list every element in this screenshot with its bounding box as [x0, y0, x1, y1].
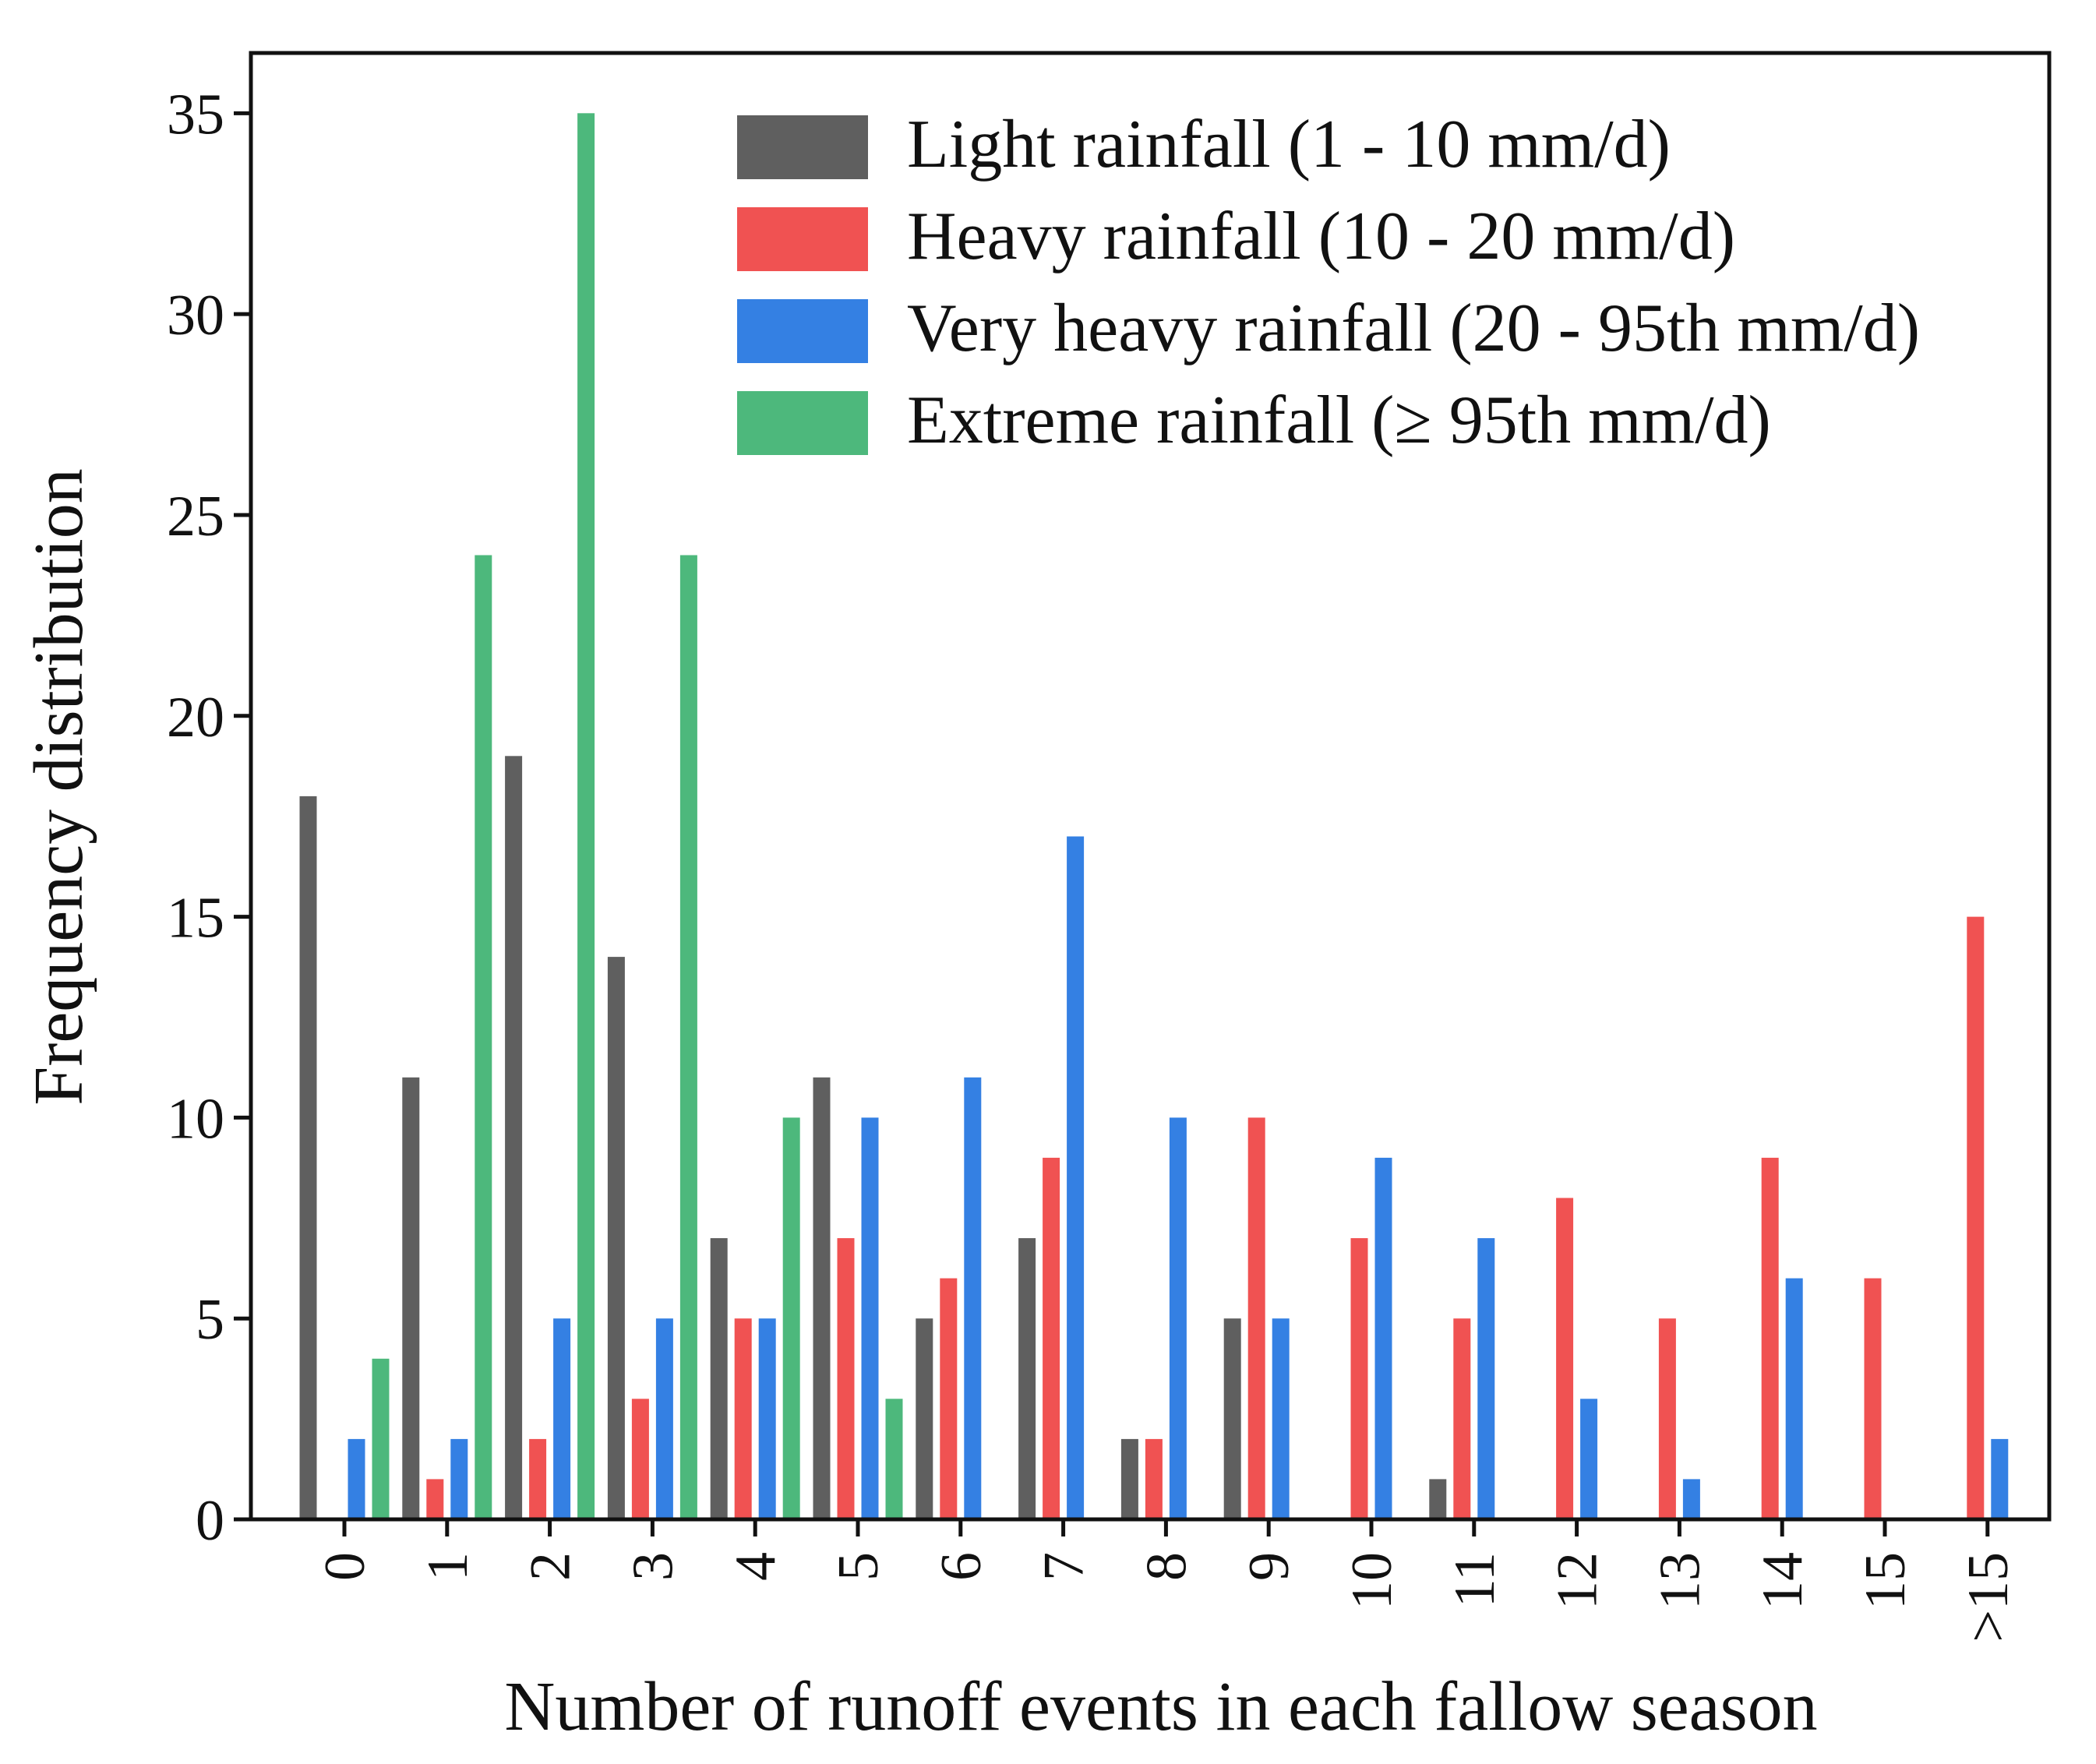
x-tick-label: 5: [827, 1552, 891, 1581]
bar-series-2-cat-8: [1169, 1117, 1187, 1519]
bar-series-2-cat-12: [1580, 1399, 1598, 1519]
legend-label: Heavy rainfall (10 - 20 mm/d): [907, 199, 1735, 274]
bar-series-0-cat-2: [505, 756, 523, 1519]
bar-series-1-cat-10: [1350, 1238, 1368, 1519]
bar-series-1-cat-16: [1967, 916, 1985, 1519]
y-tick-label: 30: [167, 284, 224, 348]
bar-series-1-cat-1: [426, 1479, 444, 1519]
x-tick-label: 1: [416, 1552, 480, 1581]
y-tick-label: 0: [196, 1489, 224, 1553]
bar-series-1-cat-15: [1864, 1278, 1882, 1519]
bar-series-2-cat-4: [758, 1318, 776, 1519]
legend-swatch: [737, 391, 868, 455]
bar-series-1-cat-4: [734, 1318, 752, 1519]
x-tick-label: 7: [1032, 1552, 1096, 1581]
bar-series-1-cat-12: [1556, 1198, 1574, 1519]
bar-series-2-cat-0: [348, 1438, 365, 1519]
x-tick-label: 0: [313, 1552, 377, 1581]
x-tick-label: >15: [1957, 1552, 2020, 1642]
plot-frame: [249, 51, 2052, 1522]
x-tick-label: 10: [1340, 1552, 1404, 1610]
y-tick-label: 25: [167, 485, 224, 549]
bar-series-2-cat-16: [1991, 1438, 2009, 1519]
y-tick-label: 5: [196, 1288, 224, 1352]
x-tick-label: 11: [1443, 1552, 1507, 1607]
x-tick-label: 12: [1546, 1552, 1610, 1610]
y-tick-label: 35: [167, 83, 224, 146]
y-axis-title: Frequency distribution: [20, 468, 97, 1105]
bar-series-2-cat-9: [1272, 1318, 1290, 1519]
x-axis: 0 1 2 3 4 5 6 7 8 9 10 11 12 13 14 15 >15: [313, 1519, 2020, 1642]
bar-series-3-cat-2: [577, 113, 595, 1519]
legend-swatch: [737, 115, 868, 179]
bar-series-2-cat-14: [1785, 1278, 1803, 1519]
x-tick-label: 3: [621, 1552, 685, 1581]
bar-series-1-cat-14: [1761, 1157, 1779, 1519]
bar-series-3-cat-1: [475, 555, 492, 1519]
bar-series-0-cat-4: [710, 1238, 728, 1519]
legend-label: Very heavy rainfall (20 - 95th mm/d): [907, 291, 1920, 366]
bar-series-1-cat-3: [631, 1399, 649, 1519]
legend-swatch: [737, 299, 868, 363]
bar-series-2-cat-2: [553, 1318, 571, 1519]
bar-series-1-cat-2: [529, 1438, 547, 1519]
bar-series-0-cat-3: [607, 957, 625, 1519]
bar-series-0-cat-6: [916, 1318, 933, 1519]
x-tick-label: 14: [1751, 1552, 1815, 1610]
bar-series-1-cat-5: [837, 1238, 855, 1519]
bar-series-2-cat-1: [450, 1438, 468, 1519]
x-tick-label: 6: [930, 1552, 993, 1581]
bar-series-0-cat-1: [402, 1077, 420, 1519]
x-tick-label: 8: [1134, 1552, 1198, 1581]
bar-series-3-cat-4: [782, 1117, 800, 1519]
bar-series-2-cat-13: [1682, 1479, 1700, 1519]
x-tick-label: 13: [1648, 1552, 1712, 1610]
bar-series-1-cat-7: [1043, 1157, 1060, 1519]
bar-series-2-cat-3: [655, 1318, 673, 1519]
bar-series-2-cat-7: [1067, 836, 1085, 1519]
bar-series-3-cat-0: [372, 1358, 390, 1519]
bar-series-2-cat-10: [1374, 1157, 1392, 1519]
bar-series-0-cat-11: [1429, 1479, 1447, 1519]
x-tick-label: 2: [519, 1552, 583, 1581]
y-tick-label: 20: [167, 686, 224, 750]
bar-series-0-cat-9: [1223, 1318, 1241, 1519]
bar-series-0-cat-8: [1120, 1438, 1138, 1519]
bar-series-1-cat-8: [1145, 1438, 1163, 1519]
x-tick-label: 15: [1854, 1552, 1918, 1610]
bars-layer: [299, 113, 2009, 1519]
y-tick-label: 10: [167, 1087, 224, 1151]
bar-series-2-cat-5: [861, 1117, 879, 1519]
x-axis-title: Number of runoff events in each fallow s…: [504, 1668, 1817, 1745]
bar-series-1-cat-13: [1658, 1318, 1676, 1519]
bar-series-3-cat-5: [885, 1399, 903, 1519]
legend: Light rainfall (1 - 10 mm/d) Heavy rainfa…: [737, 107, 1920, 458]
bar-series-1-cat-11: [1453, 1318, 1471, 1519]
bar-series-1-cat-6: [940, 1278, 958, 1519]
y-tick-label: 15: [167, 887, 224, 951]
legend-label: Light rainfall (1 - 10 mm/d): [907, 107, 1671, 182]
legend-swatch: [737, 207, 868, 271]
bar-series-3-cat-3: [679, 555, 697, 1519]
bar-series-0-cat-5: [813, 1077, 831, 1519]
bar-series-1-cat-9: [1247, 1117, 1265, 1519]
legend-label: Extreme rainfall (≥ 95th mm/d): [907, 383, 1771, 458]
y-axis: 0 5 10 15 20 25 30 35: [167, 83, 251, 1553]
x-tick-label: 4: [724, 1552, 788, 1581]
bar-series-0-cat-0: [299, 796, 317, 1519]
bar-series-2-cat-11: [1477, 1238, 1495, 1519]
bar-series-0-cat-7: [1018, 1238, 1036, 1519]
bar-series-2-cat-6: [964, 1077, 982, 1519]
x-tick-label: 9: [1237, 1552, 1301, 1581]
